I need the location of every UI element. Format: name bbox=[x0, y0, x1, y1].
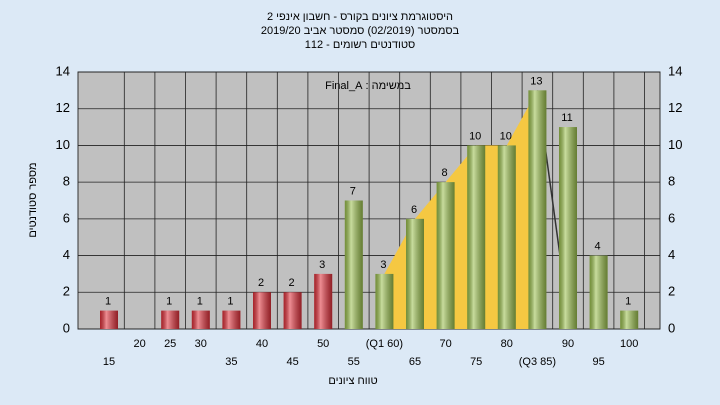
y2-tick-label: 6 bbox=[668, 210, 675, 225]
data-label: 10 bbox=[500, 130, 512, 142]
data-label: 4 bbox=[595, 240, 601, 252]
y2-tick-label: 10 bbox=[668, 137, 682, 152]
y-tick-label: 0 bbox=[63, 320, 70, 335]
bar-shade bbox=[344, 200, 363, 329]
data-label: 1 bbox=[166, 296, 172, 308]
x-tick-label: 100 bbox=[620, 338, 638, 350]
bar-shade bbox=[314, 273, 333, 329]
data-label: 6 bbox=[411, 204, 417, 216]
x-tick-label: 35 bbox=[225, 356, 237, 368]
x-tick-label: 75 bbox=[470, 356, 482, 368]
y2-tick-label: 8 bbox=[668, 174, 675, 189]
x-tick-label: 50 bbox=[317, 338, 329, 350]
y-axis-label: מספר סטודנטים bbox=[27, 162, 39, 237]
data-label: 1 bbox=[197, 296, 203, 308]
y-tick-label: 10 bbox=[56, 137, 70, 152]
x-tick-label: 45 bbox=[286, 356, 298, 368]
x-tick-label: (Q1 60) bbox=[366, 338, 403, 350]
data-label: 3 bbox=[319, 259, 325, 271]
y-tick-label: 6 bbox=[63, 210, 70, 225]
bar-shade bbox=[528, 90, 547, 329]
y2-tick-label: 2 bbox=[668, 284, 675, 299]
bar-shade bbox=[589, 255, 608, 329]
bar-shade bbox=[100, 310, 118, 329]
x-tick-label: (Q3 85) bbox=[519, 356, 556, 368]
data-label: 7 bbox=[350, 185, 356, 197]
bar-shade bbox=[620, 310, 639, 329]
data-label: 3 bbox=[380, 259, 386, 271]
x-tick-label: 55 bbox=[348, 356, 360, 368]
y2-tick-label: 0 bbox=[668, 320, 675, 335]
x-tick-label: 30 bbox=[195, 338, 207, 350]
data-label: 2 bbox=[258, 277, 264, 289]
bar-shade bbox=[222, 310, 241, 329]
y-tick-label: 8 bbox=[63, 174, 70, 189]
chart-subtitle: סטודנטים רשומים - 112 bbox=[305, 39, 416, 51]
y-tick-label: 2 bbox=[63, 284, 70, 299]
data-label: 1 bbox=[105, 296, 111, 308]
x-tick-label: 25 bbox=[164, 338, 176, 350]
x-tick-label: 90 bbox=[562, 338, 574, 350]
bar-shade bbox=[161, 310, 180, 329]
annotation: במשימה : Final_A bbox=[325, 80, 411, 92]
y-tick-label: 12 bbox=[56, 100, 70, 115]
bar-shade bbox=[191, 310, 210, 329]
bar-shade bbox=[559, 127, 577, 329]
chart-title: היסטוגרמת ציונים בקורס - חשבון אינפי 2 bbox=[267, 11, 453, 23]
y2-tick-label: 14 bbox=[668, 63, 682, 78]
x-tick-label: 70 bbox=[439, 338, 451, 350]
bar-shade bbox=[436, 182, 455, 329]
x-tick-label: 20 bbox=[133, 338, 145, 350]
bar-shade bbox=[406, 218, 424, 329]
x-tick-label: 95 bbox=[592, 356, 604, 368]
bar-shade bbox=[283, 292, 302, 329]
y-tick-label: 14 bbox=[56, 63, 70, 78]
data-label: 13 bbox=[530, 75, 542, 87]
x-tick-label: 80 bbox=[501, 338, 513, 350]
x-tick-label: 65 bbox=[409, 356, 421, 368]
data-label: 11 bbox=[561, 112, 572, 124]
data-label: 1 bbox=[227, 296, 233, 308]
y-tick-label: 4 bbox=[63, 247, 70, 262]
data-label: 10 bbox=[469, 130, 481, 142]
y2-tick-label: 12 bbox=[668, 100, 682, 115]
y2-tick-label: 4 bbox=[668, 247, 675, 262]
data-label: 2 bbox=[289, 277, 295, 289]
data-label: 8 bbox=[442, 167, 448, 179]
x-tick-label: 40 bbox=[256, 338, 268, 350]
x-axis-label: טווח ציונים bbox=[328, 375, 377, 387]
bar-shade bbox=[467, 145, 486, 329]
data-label: 1 bbox=[625, 296, 631, 308]
bar-shade bbox=[497, 145, 516, 329]
bar-shade bbox=[253, 292, 271, 329]
x-tick-label: 15 bbox=[103, 356, 115, 368]
bar-shade bbox=[375, 273, 394, 329]
chart-subtitle: בסמסטר (02/2019) סמסטר אביב 2019/20 bbox=[261, 25, 460, 37]
